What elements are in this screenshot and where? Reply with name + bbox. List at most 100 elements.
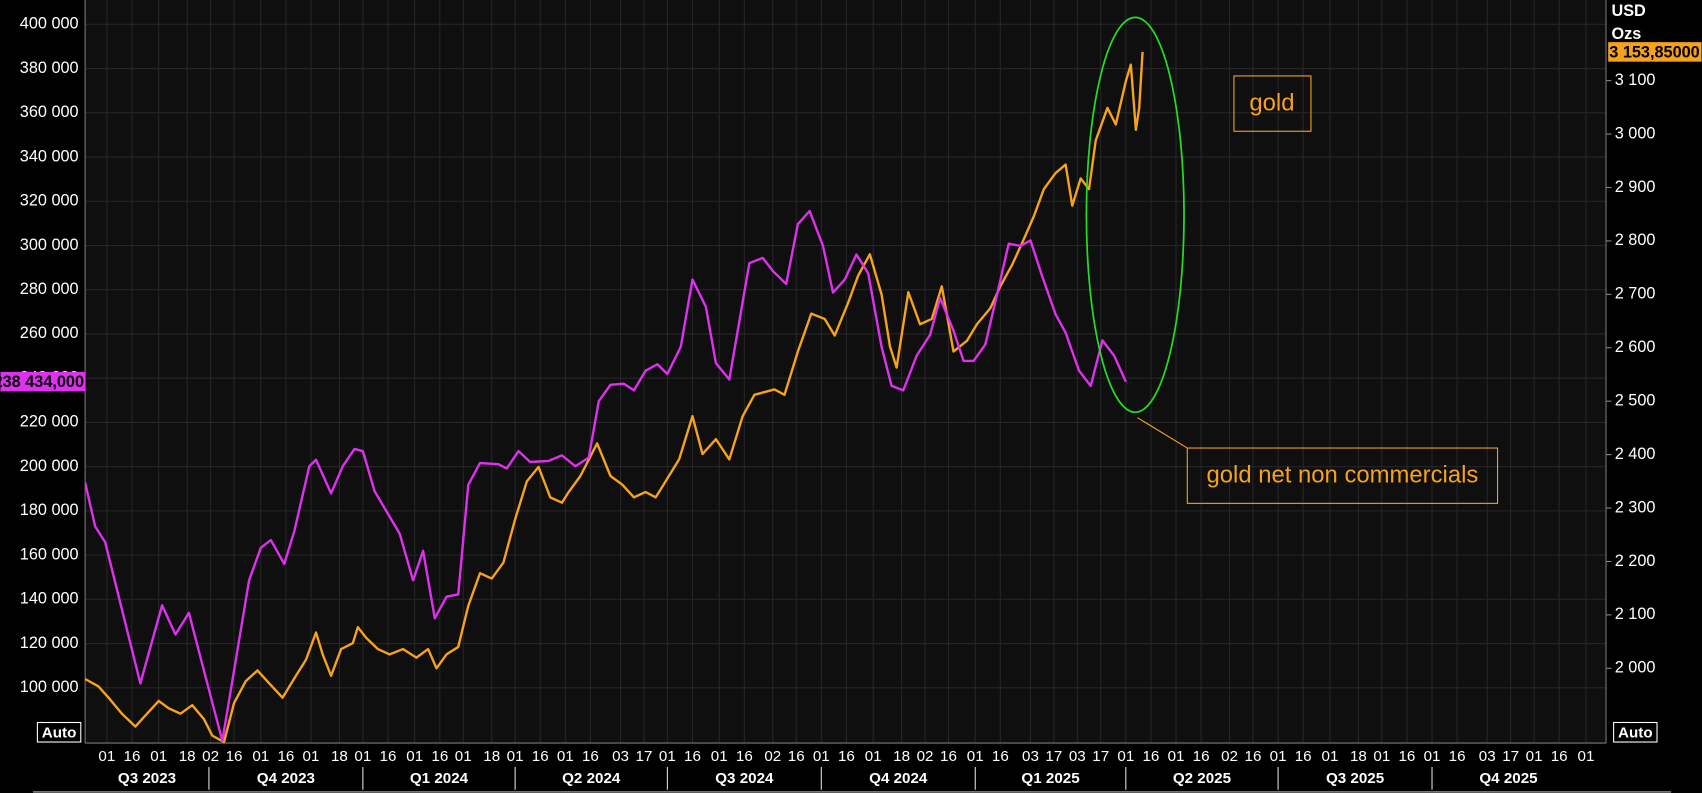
series-line — [85, 51, 1144, 744]
axis-unit: USD — [1611, 2, 1646, 20]
x-tick-label: 17 — [636, 748, 653, 765]
leader-line — [1137, 417, 1188, 449]
series-line — [85, 209, 1127, 743]
y-tick-label: 380 000 — [20, 59, 79, 77]
x-tick-label: 01 — [303, 748, 320, 765]
y2-tick-label: 2 400 — [1615, 445, 1656, 463]
annotation: gold net non commercials — [1206, 462, 1478, 489]
quarter-label: Q2 2025 — [1173, 770, 1232, 787]
x-tick-label: 16 — [582, 748, 599, 765]
quarter-label: Q4 2025 — [1479, 770, 1538, 787]
quarter-label: Q3 2024 — [715, 770, 774, 787]
axes: 100 000 120 000 140 000 160 000 180 000 200 0… — [20, 0, 1672, 793]
auto-label[interactable]: Auto — [42, 724, 77, 741]
x-tick-label: 01 — [557, 748, 574, 765]
x-tick-label: 16 — [788, 748, 805, 765]
x-tick-label: 16 — [940, 748, 957, 765]
x-tick-label: 18 — [483, 748, 500, 765]
x-tick-label: 16 — [992, 748, 1009, 765]
auto-button[interactable] — [36, 721, 82, 743]
x-tick-label: 17 — [1502, 748, 1519, 765]
y2-tick-label: 2 800 — [1615, 231, 1656, 249]
annotation-box — [1233, 75, 1312, 132]
y2-tick-label: 2 300 — [1615, 498, 1656, 516]
quarter-label: Q4 2023 — [257, 770, 315, 787]
x-tick-label: 16 — [684, 748, 701, 765]
y-tick-label: 120 000 — [20, 634, 79, 652]
x-tick-label: 02 — [202, 748, 219, 765]
y2-tick-label: 3 100 — [1615, 71, 1656, 89]
quarter-label: Q2 2024 — [562, 770, 621, 787]
last-value-tag: 3 153,85000 — [1608, 42, 1702, 62]
x-tick-label: 16 — [226, 748, 243, 765]
y-tick-label: 400 000 — [20, 15, 79, 33]
quarter-label: Q4 2024 — [869, 770, 928, 787]
last-value-label: 3 153,85000 — [1609, 43, 1699, 61]
x-tick-label: 01 — [1168, 748, 1185, 765]
x-tick-label: 01 — [659, 748, 676, 765]
x-tick-label: 16 — [838, 748, 855, 765]
x-tick-label: 01 — [98, 748, 115, 765]
y-tick-label: 100 000 — [20, 678, 79, 696]
auto-button[interactable] — [1613, 721, 1658, 743]
x-tick-label: 17 — [1045, 748, 1062, 765]
x-tick-label: 18 — [179, 748, 196, 765]
plot-area — [85, 0, 1607, 744]
x-tick-label: 01 — [1322, 748, 1339, 765]
x-tick-label: 16 — [277, 748, 294, 765]
x-tick-label: 01 — [406, 748, 423, 765]
x-tick-label: 01 — [1424, 748, 1441, 765]
x-tick-label: 16 — [1142, 748, 1159, 765]
y2-tick-label: 3 000 — [1615, 124, 1656, 142]
y2-tick-label: 2 500 — [1615, 391, 1656, 409]
x-tick-label: 01 — [150, 748, 167, 765]
x-tick-label: 01 — [1373, 748, 1390, 765]
x-tick-label: 01 — [354, 748, 371, 765]
annotation-box — [1186, 447, 1499, 504]
x-tick-label: 03 — [1022, 748, 1039, 765]
x-tick-label: 18 — [893, 748, 910, 765]
x-tick-label: 01 — [1117, 748, 1134, 765]
x-tick-label: 18 — [1350, 748, 1367, 765]
y-tick-label: 260 000 — [20, 324, 79, 342]
last-value-tag: 238 434,000 — [0, 371, 86, 392]
x-tick-label: 01 — [1578, 748, 1595, 765]
x-tick-label: 03 — [612, 748, 629, 765]
y2-tick-label: 2 000 — [1615, 659, 1656, 677]
last-value-box — [1608, 42, 1702, 62]
y-tick-label: 340 000 — [20, 147, 79, 165]
x-tick-label: 17 — [1092, 748, 1109, 765]
auto-label[interactable]: Auto — [1618, 724, 1653, 741]
x-tick-label: 16 — [532, 748, 549, 765]
x-tick-label: 16 — [1398, 748, 1415, 765]
x-tick-label: 01 — [865, 748, 882, 765]
x-tick-label: 16 — [1449, 748, 1466, 765]
x-tick-label: 01 — [711, 748, 728, 765]
x-tick-label: 02 — [917, 748, 934, 765]
x-tick-label: 01 — [813, 748, 830, 765]
y2-tick-label: 2 100 — [1615, 605, 1656, 623]
y-tick-label: 180 000 — [20, 501, 79, 519]
x-tick-label: 16 — [380, 748, 397, 765]
x-tick-label: 16 — [1245, 748, 1262, 765]
x-tick-label: 16 — [736, 748, 753, 765]
last-value-box — [0, 371, 86, 392]
x-tick-label: 18 — [331, 748, 348, 765]
x-tick-label: 01 — [507, 748, 524, 765]
annotation: gold — [1249, 89, 1294, 116]
x-tick-label: 01 — [1526, 748, 1543, 765]
x-tick-label: 03 — [1479, 748, 1496, 765]
x-tick-label: 01 — [967, 748, 984, 765]
x-tick-label: 01 — [1270, 748, 1287, 765]
y-tick-label: 360 000 — [20, 103, 79, 121]
x-tick-label: 01 — [455, 748, 472, 765]
y-tick-label: 320 000 — [20, 192, 79, 210]
y-tick-label: 280 000 — [20, 280, 79, 298]
y2-tick-label: 2 700 — [1615, 285, 1656, 303]
x-tick-label: 02 — [764, 748, 781, 765]
y2-tick-label: 2 200 — [1615, 552, 1656, 570]
grid — [85, 0, 1607, 744]
quarter-label: Q1 2024 — [410, 770, 469, 787]
x-tick-label: 02 — [1221, 748, 1238, 765]
